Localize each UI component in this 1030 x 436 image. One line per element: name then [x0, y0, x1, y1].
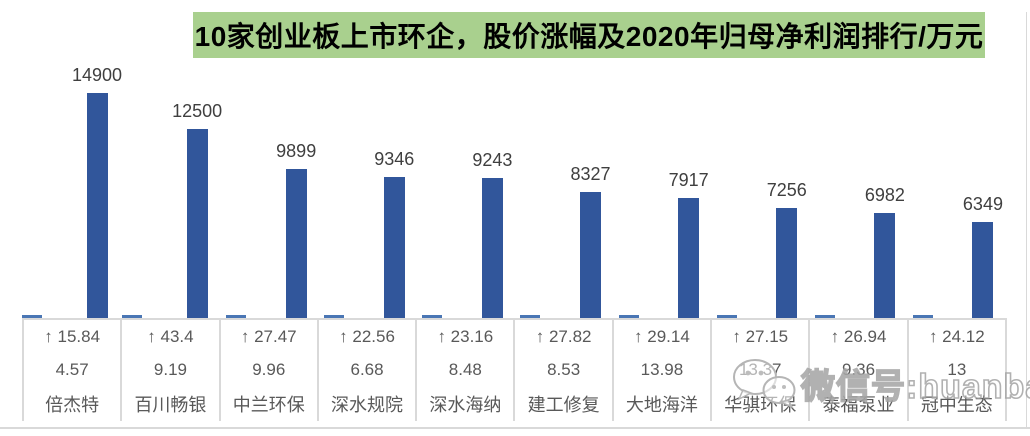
table-cell-price-change: ↑ 23.16 — [437, 326, 494, 346]
tall-bar — [186, 129, 208, 318]
chart-title: 10家创业板上市环企，股价涨幅及2020年归母净利润排行/万元 — [193, 12, 985, 58]
table-cell-company-name: 深水规院 — [331, 395, 404, 416]
table-cell-company-name: 倍杰特 — [45, 395, 100, 416]
tall-bar-group: 9346 — [374, 149, 414, 318]
bar-value-label: 9243 — [472, 150, 513, 170]
chart-right-border — [1026, 12, 1027, 429]
tall-bar — [874, 213, 896, 318]
tiny-bar — [422, 315, 443, 318]
plot-area: 14900 12500 9899 9346 9243 8327 7917 7256 6982 63… — [22, 60, 1007, 318]
table-column: ↑ 15.84 4.57 倍杰特 — [24, 320, 123, 421]
table-cell-company-name: 冠中生态 — [920, 395, 993, 416]
table-column: ↑ 27.47 9.96 中兰环保 — [221, 320, 319, 421]
bar-value-label: 9899 — [276, 141, 317, 161]
tall-bar — [383, 177, 405, 318]
category-column: 14900 — [22, 60, 122, 318]
tall-bar-group: 8327 — [570, 164, 611, 318]
bar-value-label: 6349 — [962, 194, 1003, 214]
table-cell-company-name: 华骐环保 — [724, 395, 797, 416]
table-cell-value: 13.98 — [640, 360, 684, 380]
bar-value-label: 8327 — [570, 164, 611, 184]
tall-bar-group: 9899 — [276, 141, 316, 318]
tall-bar-group: 6982 — [865, 185, 905, 318]
table-cell-value: 9.19 — [153, 360, 187, 380]
table-cell-value: 4.57 — [55, 360, 89, 380]
table-cell-price-change: ↑ 29.14 — [634, 326, 690, 346]
category-column: 6982 — [811, 60, 909, 318]
tall-bar — [776, 208, 798, 318]
tall-bar-group: 7256 — [767, 180, 807, 318]
table-cell-company-name: 深水海纳 — [429, 395, 502, 416]
table-cell-value: 13.37 — [738, 360, 782, 380]
table-column: ↑ 27.15 13.37 华骐环保 — [712, 320, 811, 421]
tall-bar-group: 7917 — [669, 170, 709, 318]
table-column: ↑ 22.56 6.68 深水规院 — [319, 320, 418, 421]
tiny-bar — [520, 315, 541, 318]
bar-value-label: 7256 — [766, 180, 807, 200]
table-cell-value: 6.68 — [350, 360, 384, 380]
chart-bottom-border — [0, 427, 1030, 429]
table-cell-value: 9.36 — [841, 360, 876, 380]
table-cell-value: 9.96 — [252, 360, 286, 380]
tiny-bar — [814, 315, 835, 318]
table-column: ↑ 27.82 8.53 建工修复 — [515, 320, 614, 421]
table-column: ↑ 23.16 8.48 深水海纳 — [417, 320, 516, 421]
table-cell-value: 8.53 — [547, 360, 581, 380]
table-cell-company-name: 百川畅银 — [134, 395, 207, 416]
category-column: 9346 — [320, 60, 418, 318]
category-column: 9243 — [418, 60, 516, 318]
bar-value-label: 14900 — [72, 65, 123, 85]
tall-bar-group: 14900 — [72, 65, 122, 318]
tall-bar — [580, 192, 601, 318]
tiny-bar — [226, 315, 247, 318]
table-cell-value: 13 — [947, 360, 967, 380]
table-cell-value: 8.48 — [448, 360, 482, 380]
category-column: 12500 — [122, 60, 222, 318]
table-cell-company-name: 中兰环保 — [232, 395, 305, 416]
tall-bar — [285, 169, 307, 318]
tall-bar — [481, 178, 503, 318]
tiny-bar — [716, 315, 737, 318]
tall-bar — [678, 198, 700, 318]
table-cell-price-change: ↑ 26.94 — [830, 326, 887, 346]
table-column: ↑ 24.12 13 冠中生态 — [909, 320, 1007, 421]
table-column: ↑ 29.14 13.98 大地海洋 — [614, 320, 713, 421]
tall-bar — [86, 93, 108, 318]
table-cell-price-change: ↑ 24.12 — [928, 326, 985, 346]
tiny-bar — [912, 315, 933, 318]
table-column: ↑ 43.4 9.19 百川畅银 — [122, 320, 221, 421]
category-column: 6349 — [909, 60, 1007, 318]
tall-bar-group: 9243 — [472, 150, 512, 318]
table-cell-company-name: 泰福泵业 — [822, 395, 895, 416]
data-table: ↑ 15.84 4.57 倍杰特 ↑ 43.4 9.19 百川畅银 ↑ 27.47 9.96 中… — [22, 318, 1007, 421]
tiny-bar — [324, 315, 345, 318]
table-column: ↑ 26.94 9.36 泰福泵业 — [810, 320, 909, 421]
tall-bar — [972, 222, 994, 318]
table-cell-price-change: ↑ 43.4 — [147, 326, 194, 346]
bar-value-label: 9346 — [374, 149, 415, 169]
tiny-bar — [618, 315, 639, 318]
category-column: 8327 — [516, 60, 614, 318]
table-cell-price-change: ↑ 27.47 — [240, 326, 297, 346]
tiny-bar — [122, 315, 143, 318]
tiny-bar — [22, 315, 42, 318]
bar-value-label: 12500 — [172, 101, 223, 121]
table-cell-price-change: ↑ 27.15 — [732, 326, 789, 346]
bar-value-label: 7917 — [668, 170, 709, 190]
table-cell-company-name: 大地海洋 — [625, 395, 698, 416]
tall-bar-group: 12500 — [172, 101, 222, 318]
tall-bar-group: 6349 — [963, 194, 1003, 318]
table-cell-price-change: ↑ 22.56 — [339, 326, 395, 346]
category-column: 7917 — [615, 60, 713, 318]
table-cell-price-change: ↑ 15.84 — [44, 326, 101, 346]
category-column: 9899 — [222, 60, 320, 318]
table-cell-company-name: 建工修复 — [527, 395, 600, 416]
bar-value-label: 6982 — [864, 185, 905, 205]
category-column: 7256 — [713, 60, 811, 318]
table-cell-price-change: ↑ 27.82 — [535, 326, 592, 346]
